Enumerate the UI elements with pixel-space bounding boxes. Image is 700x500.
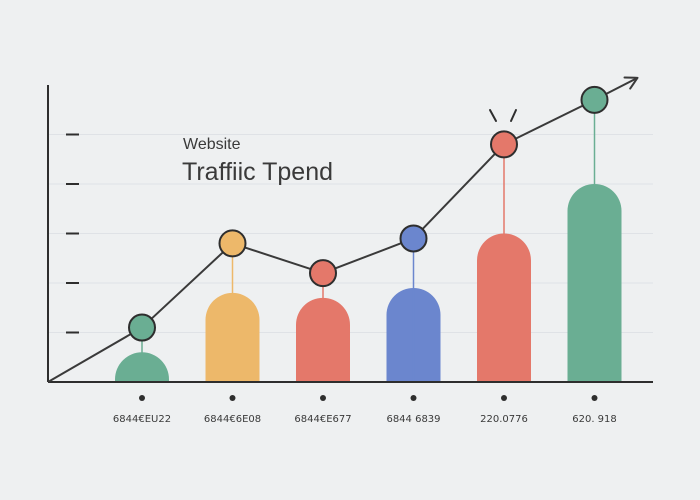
chart-title-line1: Website xyxy=(183,136,241,153)
x-tick-label: 6844€E677 xyxy=(294,414,351,425)
trend-point xyxy=(218,229,247,258)
x-tick-label: 6844€6E08 xyxy=(204,414,261,425)
highlight-spark-icon xyxy=(489,109,517,122)
x-tick-dot xyxy=(320,395,326,401)
trend-point xyxy=(580,85,609,114)
trend-polyline xyxy=(47,76,638,383)
x-tick-dot xyxy=(139,395,145,401)
bar-stems xyxy=(141,99,596,382)
x-tick-dot xyxy=(501,395,507,401)
x-tick-label: 220.0776 xyxy=(480,414,528,425)
trend-point xyxy=(309,259,337,288)
chart-title-line2: Traffiic Tpend xyxy=(182,158,333,186)
y-axis-ticks xyxy=(66,133,79,334)
trend-point xyxy=(399,224,428,253)
x-tick-label: 6844 6839 xyxy=(386,414,440,425)
trend-point xyxy=(128,313,156,342)
x-tick-dot xyxy=(229,395,236,401)
x-tick-label: 6844€EU22 xyxy=(113,414,171,425)
trend-line xyxy=(47,76,639,383)
trend-point xyxy=(490,130,518,159)
x-tick-dot xyxy=(591,395,598,401)
gridlines xyxy=(48,134,653,333)
x-axis-ticks: 6844€EU22 6844€6E08 6844€E677 6844 6839 220.… xyxy=(113,395,617,425)
trend-arrow-icon xyxy=(623,76,639,90)
x-tick-label: 620. 918 xyxy=(572,414,617,425)
x-tick-dot xyxy=(410,395,417,401)
